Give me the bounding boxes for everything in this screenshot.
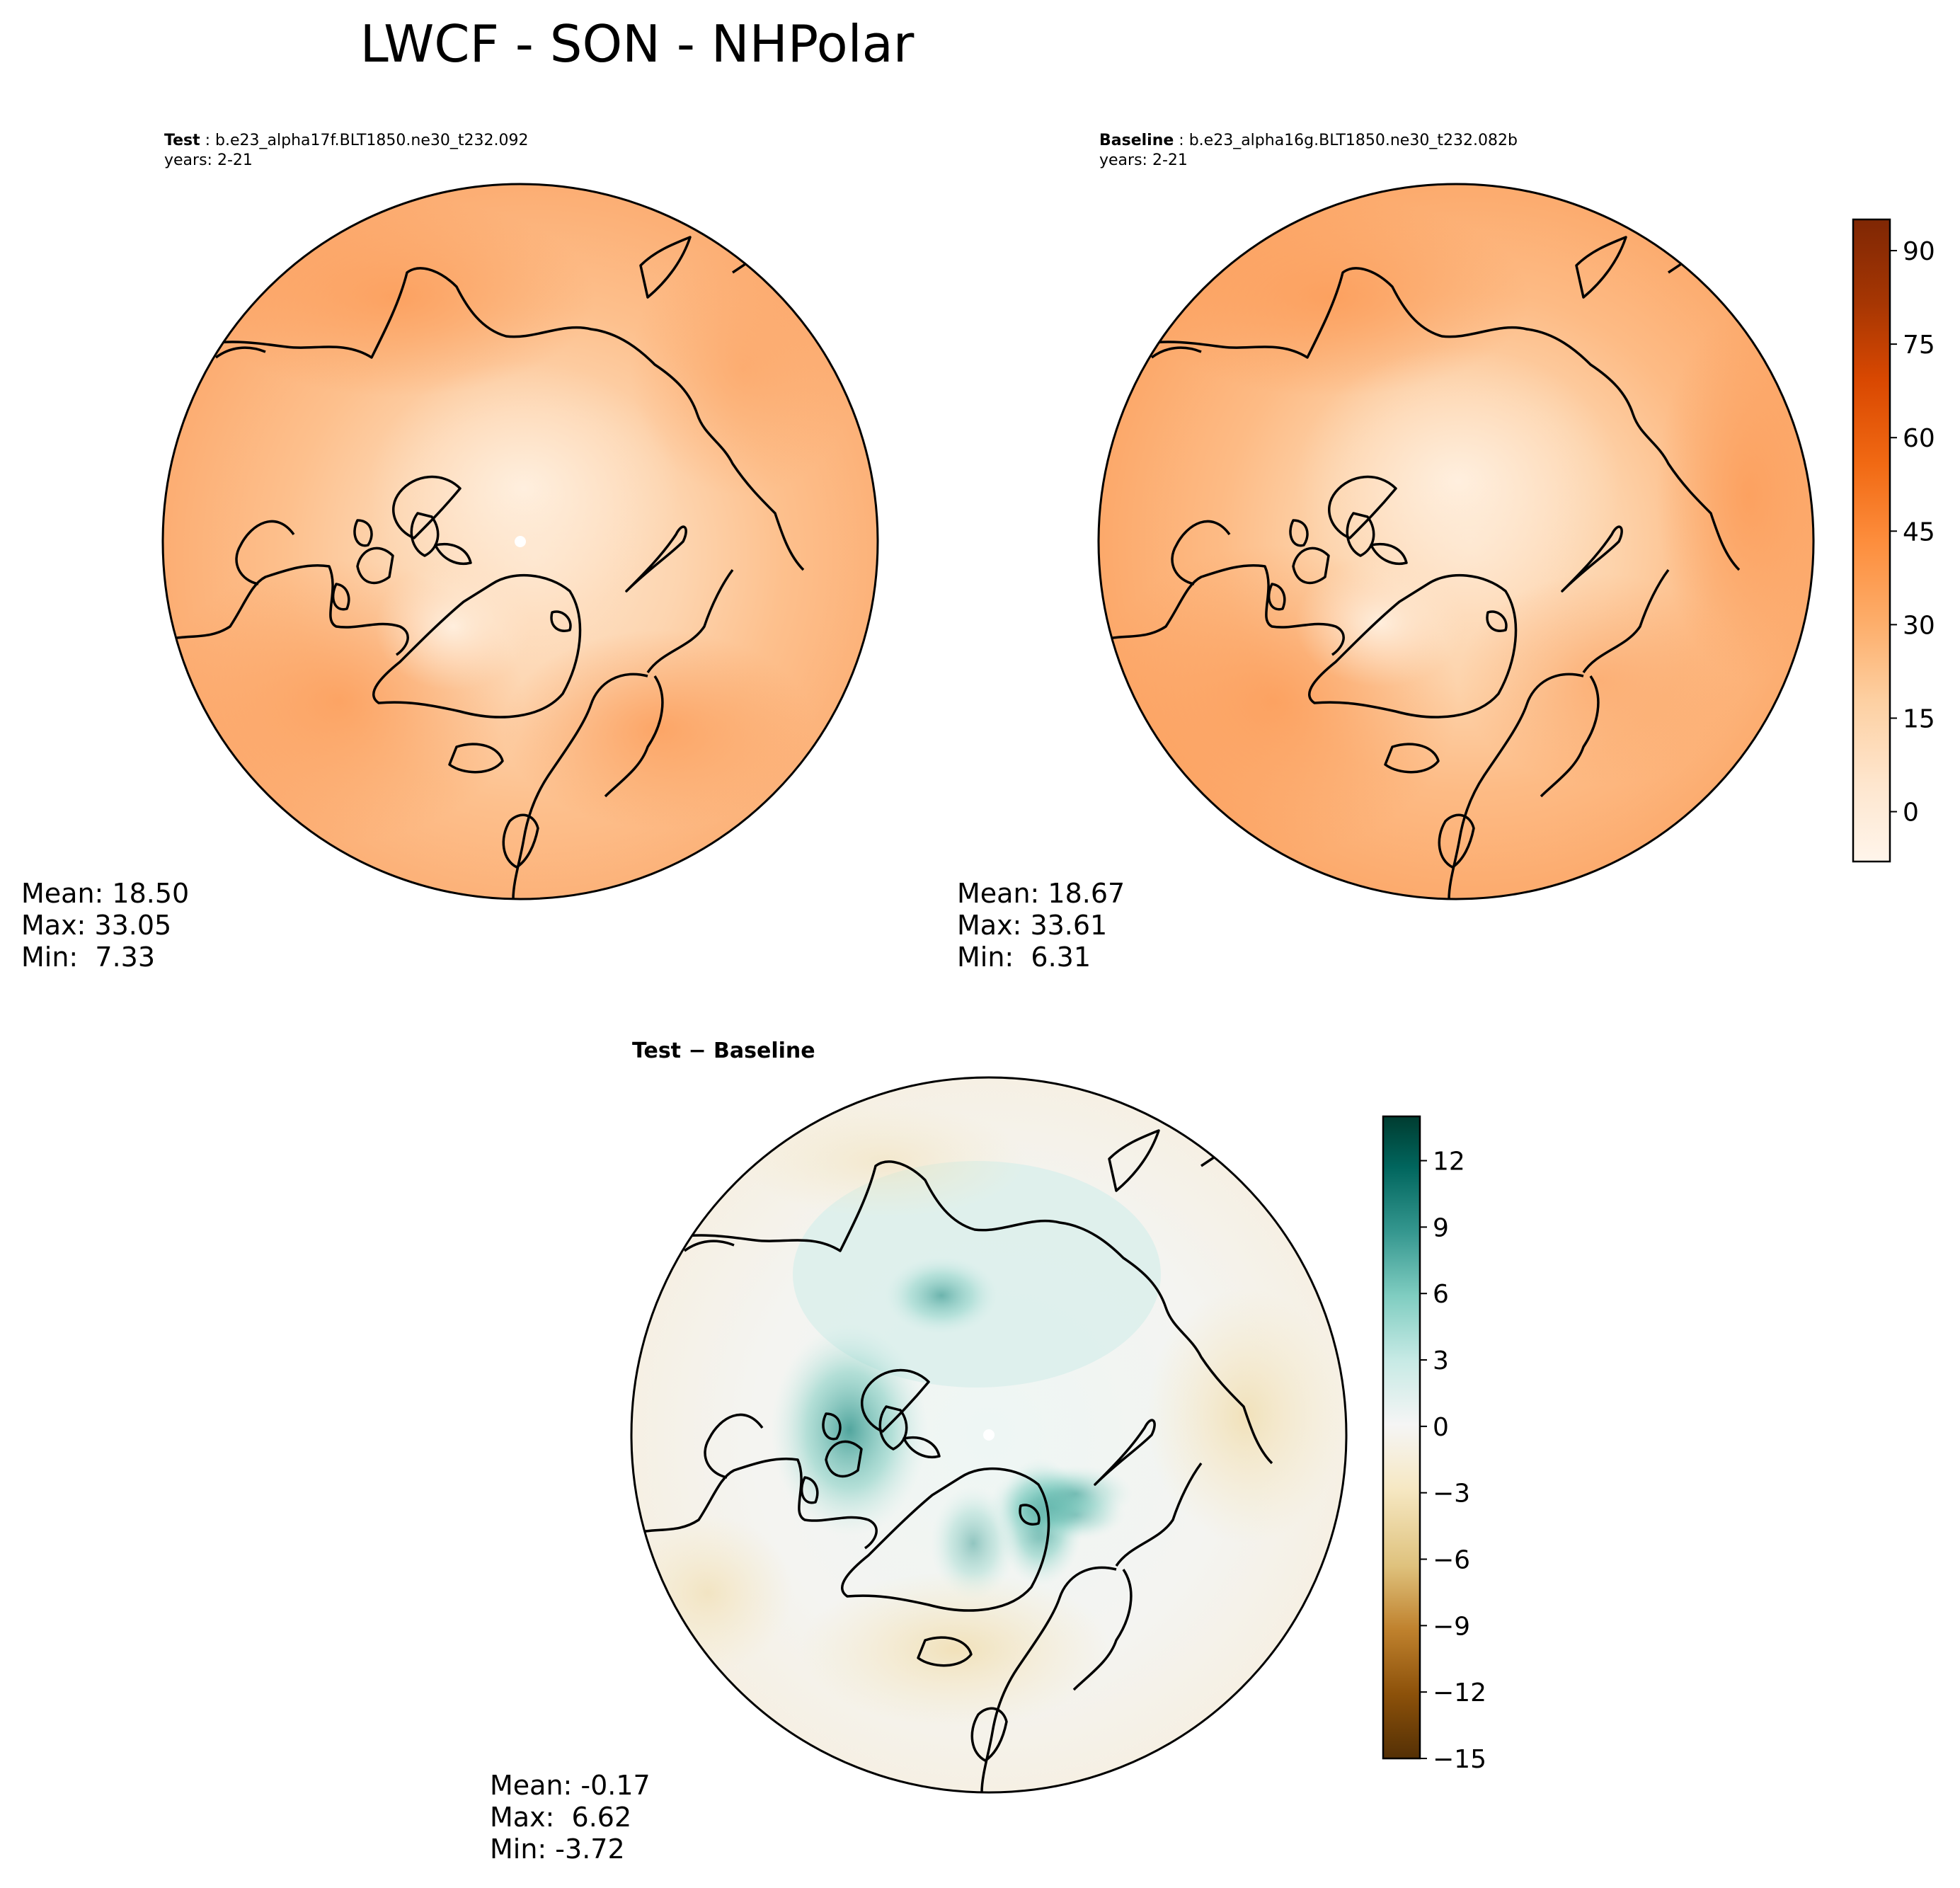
- test-case-name: b.e23_alpha17f.BLT1850.ne30_t232.092: [215, 132, 529, 149]
- colorbar-absolute-bar: [1852, 218, 1891, 863]
- colorbar-diff-tick-label: −9: [1433, 1612, 1470, 1641]
- figure-title: LWCF - SON - NHPolar: [360, 14, 915, 74]
- test-stats: Mean: 18.50 Max: 33.05 Min: 7.33: [21, 878, 189, 973]
- test-years: years: 2-21: [164, 151, 253, 169]
- test-min: Min: 7.33: [21, 942, 155, 973]
- colorbar-absolute-tick-label: 30: [1903, 611, 1935, 640]
- diff-min: Min: -3.72: [490, 1833, 625, 1865]
- baseline-stats: Mean: 18.67 Max: 33.61 Min: 6.31: [957, 878, 1125, 973]
- baseline-caption: Baseline : b.e23_alpha16g.BLT1850.ne30_t…: [1099, 132, 1518, 169]
- colorbar-diff-tick-label: −12: [1433, 1678, 1486, 1707]
- colorbar-diff-tick-label: −15: [1433, 1745, 1486, 1774]
- colorbar-diff: −15 −12 −9 −6 −3 0 3 6 9 12: [1382, 1115, 1486, 1774]
- colorbar-absolute-tick-label: 90: [1903, 237, 1935, 266]
- baseline-max: Max: 33.61: [957, 910, 1108, 941]
- colorbar-diff-tick-label: 12: [1433, 1148, 1465, 1177]
- diff-title: Test − Baseline: [632, 1039, 815, 1063]
- baseline-years: years: 2-21: [1099, 151, 1188, 169]
- baseline-mean: Mean: 18.67: [957, 878, 1125, 909]
- colorbar-absolute-tick-label: 45: [1903, 517, 1935, 547]
- colorbar-diff-tick-label: 3: [1433, 1346, 1449, 1375]
- colorbar-diff-tick-label: 9: [1433, 1213, 1449, 1242]
- colorbar-absolute-tick-label: 75: [1903, 331, 1935, 360]
- test-max: Max: 33.05: [21, 910, 172, 941]
- baseline-case-name: b.e23_alpha16g.BLT1850.ne30_t232.082b: [1188, 132, 1518, 149]
- diff-mean: Mean: -0.17: [490, 1770, 651, 1801]
- diff-map: [630, 1076, 1348, 1794]
- baseline-label: Baseline: [1099, 132, 1174, 149]
- baseline-map: [1097, 183, 1815, 900]
- test-caption: Test : b.e23_alpha17f.BLT1850.ne30_t232.…: [164, 132, 529, 169]
- test-mean: Mean: 18.50: [21, 878, 190, 909]
- colorbar-diff-tick-label: −3: [1433, 1480, 1470, 1509]
- baseline-min: Min: 6.31: [957, 942, 1091, 973]
- diff-max: Max: 6.62: [490, 1802, 632, 1833]
- colorbar-absolute: 0 15 30 45 60 75 90: [1852, 218, 1935, 863]
- colorbar-diff-bar: [1382, 1115, 1421, 1760]
- colorbar-absolute-tick-label: 60: [1903, 424, 1935, 453]
- test-map: [161, 183, 879, 900]
- test-label: Test: [164, 132, 200, 149]
- colorbar-absolute-tick-label: 15: [1903, 704, 1935, 733]
- colorbar-diff-tick-label: 0: [1433, 1413, 1449, 1442]
- colorbar-diff-tick-label: 6: [1433, 1280, 1449, 1309]
- colorbar-absolute-tick-label: 0: [1903, 799, 1919, 828]
- diff-stats: Mean: -0.17 Max: 6.62 Min: -3.72: [490, 1770, 651, 1865]
- colorbar-diff-tick-label: −6: [1433, 1546, 1470, 1575]
- diff-pole-marker: [983, 1429, 995, 1441]
- test-pole-marker: [515, 536, 526, 547]
